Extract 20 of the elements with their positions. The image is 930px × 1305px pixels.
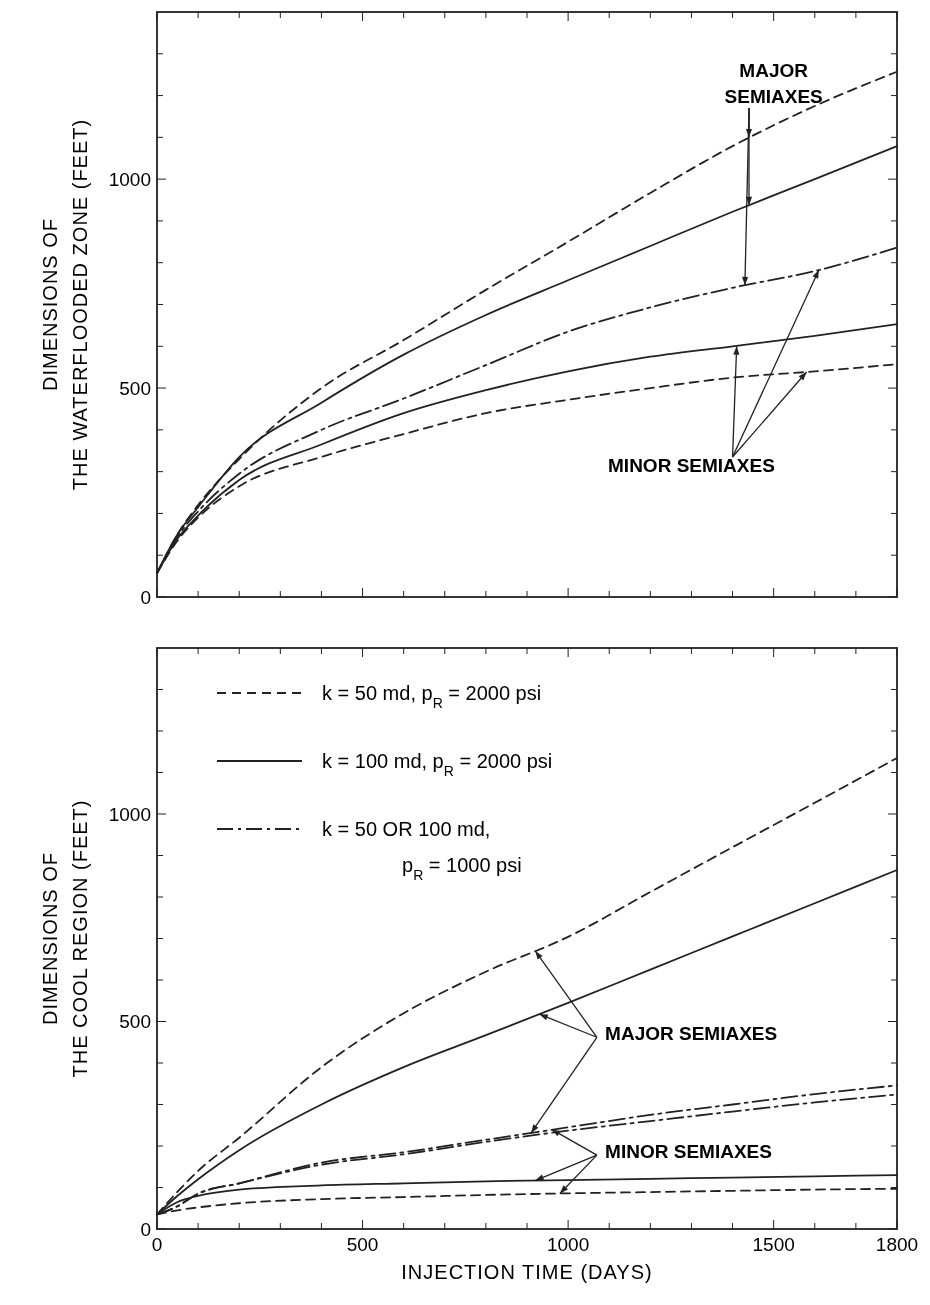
legend-label: k = 100 md, p$_{R}$ = 2000 psi (322, 750, 553, 779)
y-tick-label: 0 (140, 586, 151, 608)
x-axis-title: INJECTION TIME (DAYS) (401, 1261, 653, 1283)
y-tick-label: 500 (119, 1011, 151, 1033)
annotation: MINOR SEMIAXES (605, 1140, 772, 1162)
y-tick-label: 0 (140, 1218, 151, 1240)
x-tick-label: 500 (346, 1234, 379, 1255)
y-axis-title: DIMENSIONS OF THE COOL REGION (FEET) (39, 799, 91, 1078)
annotation: MINOR SEMIAXES (608, 454, 775, 476)
annotation: MAJOR SEMIAXES (724, 59, 823, 107)
legend-label: k = 50 OR 100 md, p$_{R}$ = 1000 psi (322, 818, 522, 883)
x-tick-label: 1800 (875, 1234, 919, 1255)
y-axis-title: DIMENSIONS OF THE WATERFLOODED ZONE (FEET) (39, 118, 91, 491)
y-tick-label: 1000 (108, 168, 151, 190)
y-tick-label: 1000 (108, 803, 151, 825)
legend-label: k = 50 md, p$_{R}$ = 2000 psi (322, 682, 542, 711)
y-tick-label: 500 (119, 377, 151, 399)
x-tick-label: 1000 (546, 1234, 590, 1255)
annotation: MAJOR SEMIAXES (605, 1023, 778, 1045)
x-tick-label: 1500 (752, 1234, 795, 1255)
